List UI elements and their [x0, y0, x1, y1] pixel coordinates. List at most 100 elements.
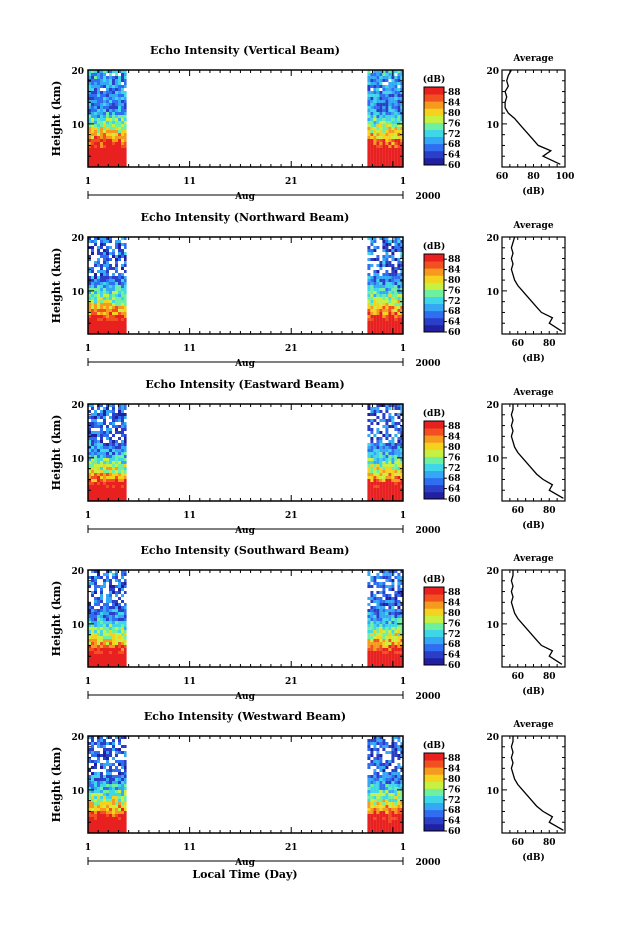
heatmap-cell — [124, 817, 127, 820]
heatmap-cell — [121, 808, 124, 811]
heatmap-cell — [382, 273, 386, 276]
heatmap-cell — [88, 160, 91, 163]
heatmap-cell — [121, 636, 124, 639]
heatmap-cell — [397, 160, 401, 163]
heatmap-cell — [100, 413, 103, 416]
heatmap-cell — [91, 458, 94, 461]
heatmap-cell — [97, 413, 100, 416]
heatmap-cell — [376, 70, 380, 73]
heatmap-cell — [109, 315, 112, 318]
colorbar-swatch — [424, 317, 444, 326]
heatmap-cell — [118, 94, 121, 97]
heatmap-cell — [388, 476, 392, 479]
heatmap-cell — [376, 88, 380, 91]
heatmap-cell — [106, 467, 109, 470]
heatmap-cell — [385, 324, 389, 327]
heatmap-cell — [91, 805, 94, 808]
y-axis-label: Height (km) — [50, 747, 63, 823]
heatmap-cell — [124, 303, 127, 306]
heatmap-cell — [94, 633, 97, 636]
heatmap-cell — [379, 100, 383, 103]
heatmap-cell — [121, 279, 124, 282]
heatmap-cell — [388, 133, 392, 136]
heatmap-cell — [97, 639, 100, 642]
heatmap-cell — [112, 452, 115, 455]
heatmap-cell — [112, 88, 115, 91]
heatmap-cell — [121, 118, 124, 121]
heatmap-cell — [382, 621, 386, 624]
heatmap-cell — [91, 279, 94, 282]
heatmap-cell — [391, 139, 395, 142]
heatmap-cell — [121, 449, 124, 452]
heatmap-cell — [367, 663, 371, 666]
heatmap-cell — [88, 282, 91, 285]
heatmap-cell — [118, 413, 121, 416]
heatmap-cell — [103, 249, 106, 252]
heatmap-cell — [385, 781, 389, 784]
heatmap-cell — [121, 434, 124, 437]
heatmap-cell — [400, 97, 403, 100]
heatmap-cell — [373, 163, 377, 166]
heatmap-cell — [124, 494, 127, 497]
heatmap-cell — [97, 627, 100, 630]
heatmap-cell — [382, 458, 386, 461]
heatmap-cell — [367, 413, 371, 416]
heatmap-cell — [376, 154, 380, 157]
heatmap-cell — [370, 157, 374, 160]
heatmap-cell — [379, 790, 383, 793]
heatmap-cell — [376, 97, 380, 100]
heatmap-cell — [109, 796, 112, 799]
heatmap-cell — [394, 130, 398, 133]
heatmap-cell — [370, 252, 374, 255]
heatmap-cell — [397, 588, 401, 591]
heatmap-cell — [118, 808, 121, 811]
heatmap-cell — [397, 151, 401, 154]
heatmap-cell — [91, 109, 94, 112]
heatmap-cell — [385, 404, 389, 407]
heatmap-cell — [121, 324, 124, 327]
heatmap-cell — [118, 136, 121, 139]
heatmap-cell — [91, 491, 94, 494]
heatmap-cell — [400, 654, 403, 657]
heatmap-cell — [91, 784, 94, 787]
heatmap-cell — [103, 157, 106, 160]
heatmap-cell — [103, 252, 106, 255]
heatmap-cell — [88, 324, 91, 327]
heatmap-cell — [118, 642, 121, 645]
heatmap-cell — [373, 294, 377, 297]
heatmap-cell — [118, 618, 121, 621]
heatmap-cell — [370, 639, 374, 642]
heatmap-cell — [388, 630, 392, 633]
heatmap-cell — [106, 573, 109, 576]
heatmap-cell — [382, 618, 386, 621]
heatmap-cell — [388, 482, 392, 485]
heatmap-cell — [385, 446, 389, 449]
heatmap-cell — [373, 479, 377, 482]
heatmap-cell — [370, 606, 374, 609]
heatmap-cell — [106, 139, 109, 142]
heatmap-cell — [88, 663, 91, 666]
heatmap-cell — [385, 820, 389, 823]
heatmap-cell — [379, 826, 383, 829]
heatmap-cell — [388, 793, 392, 796]
heatmap-cell — [109, 627, 112, 630]
heatmap-cell — [124, 651, 127, 654]
heatmap-cell — [112, 805, 115, 808]
heatmap-cell — [367, 618, 371, 621]
heatmap-cell — [400, 648, 403, 651]
heatmap-cell — [400, 306, 403, 309]
heatmap-cell — [100, 642, 103, 645]
heatmap-cell — [391, 600, 395, 603]
heatmap-cell — [91, 148, 94, 151]
heatmap-cell — [115, 425, 118, 428]
heatmap-cell — [382, 479, 386, 482]
heatmap-cell — [115, 112, 118, 115]
heatmap-cell — [103, 312, 106, 315]
heatmap-cell — [94, 151, 97, 154]
heatmap-cell — [391, 751, 395, 754]
heatmap-cell — [100, 103, 103, 106]
heatmap-cell — [112, 488, 115, 491]
heatmap-cell — [112, 651, 115, 654]
heatmap-cell — [118, 585, 121, 588]
